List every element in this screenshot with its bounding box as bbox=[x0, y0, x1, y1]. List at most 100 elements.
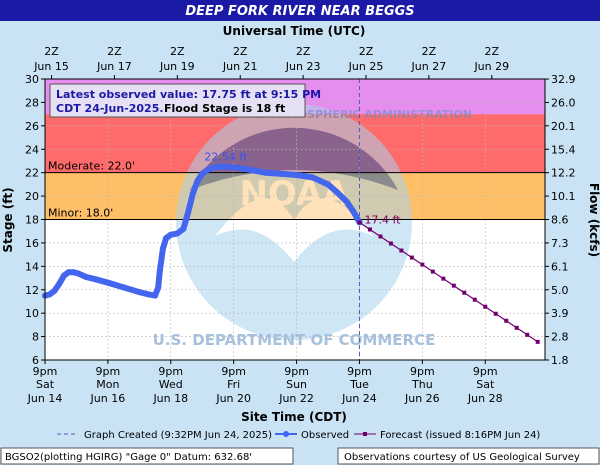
forecast-annotation: 17.4 ft bbox=[364, 214, 401, 227]
top-tick-label-date-6: Jun 27 bbox=[411, 60, 447, 73]
y2-tick-label-8: 2.8 bbox=[551, 331, 569, 344]
x-axis-title: Site Time (CDT) bbox=[241, 410, 347, 424]
x-tick-label-time-1: 9pm bbox=[96, 365, 121, 378]
observed-point-19 bbox=[167, 231, 174, 238]
axes-group: 6 8 10 12 14 16 18 20 22 24 26 28 30 1.8 2.8 3.9 5.0 6.1 7… bbox=[25, 45, 576, 405]
forecast-point-0 bbox=[357, 220, 362, 225]
top-tick-label-z-1: 2Z bbox=[107, 45, 122, 58]
forecast-point-11 bbox=[472, 297, 477, 302]
y-tick-label-10: 10 bbox=[25, 307, 39, 320]
x-tick-label-date-3: Jun 20 bbox=[215, 392, 251, 405]
legend: Graph Created (9:32PM Jun 24, 2025) Obse… bbox=[57, 430, 540, 441]
y-tick-label-16: 16 bbox=[25, 237, 39, 250]
forecast-point-2 bbox=[378, 234, 383, 239]
observed-point-2 bbox=[51, 287, 58, 294]
top-tick-label-z-4: 2Z bbox=[296, 45, 311, 58]
top-tick-label-date-3: Jun 21 bbox=[222, 60, 258, 73]
y-tick-label-6: 6 bbox=[32, 354, 39, 367]
top-tick-label-z-2: 2Z bbox=[170, 45, 185, 58]
y2-tick-label-18: 8.6 bbox=[551, 214, 569, 227]
observed-point-36 bbox=[334, 189, 341, 196]
y-tick-label-30: 30 bbox=[25, 73, 39, 86]
observed-point-29 bbox=[236, 164, 243, 171]
forecast-point-12 bbox=[483, 304, 488, 309]
x-tick-label-day-0: Sat bbox=[36, 378, 55, 391]
legend-observed-label: Observed bbox=[301, 430, 349, 441]
x-tick-label-time-3: 9pm bbox=[221, 365, 246, 378]
footer-right-box bbox=[337, 447, 600, 465]
observed-point-8 bbox=[82, 273, 89, 280]
x-tick-label-date-6: Jun 26 bbox=[404, 392, 440, 405]
observed-point-26 bbox=[205, 166, 212, 173]
observed-point-33 bbox=[293, 172, 300, 179]
info-box bbox=[49, 83, 306, 118]
peak-annotation: 22.54 ft bbox=[204, 150, 248, 163]
y-tick-label-22: 22 bbox=[25, 167, 39, 180]
forecast-point-15 bbox=[514, 325, 519, 330]
x-tick-label-day-4: Sun bbox=[286, 378, 307, 391]
observed-point-13 bbox=[145, 291, 152, 298]
x-tick-label-time-7: 9pm bbox=[473, 365, 498, 378]
observed-point-23 bbox=[189, 190, 196, 197]
top-tick-label-z-6: 2Z bbox=[422, 45, 437, 58]
observed-point-38 bbox=[350, 208, 357, 215]
y2-tick-label-16: 7.3 bbox=[551, 237, 569, 250]
forecast-point-14 bbox=[504, 318, 509, 323]
x-tick-label-date-0: Jun 14 bbox=[27, 392, 63, 405]
x-tick-label-day-3: Fri bbox=[227, 378, 240, 391]
flood-label-0: Minor: 18.0' bbox=[48, 207, 113, 220]
legend-created-label: Graph Created (9:32PM Jun 24, 2025) bbox=[84, 430, 272, 441]
y-tick-label-14: 14 bbox=[25, 260, 39, 273]
observed-point-21 bbox=[180, 225, 187, 232]
observed-point-1 bbox=[46, 291, 53, 298]
forecast-point-10 bbox=[462, 290, 467, 295]
footer-right-text: Observations courtesy of US Geological S… bbox=[344, 452, 580, 463]
legend-forecast-label: Forecast (issued 8:16PM Jun 24) bbox=[380, 430, 540, 441]
y-tick-label-20: 20 bbox=[25, 190, 39, 203]
forecast-point-13 bbox=[493, 311, 498, 316]
x-tick-label-date-4: Jun 22 bbox=[278, 392, 314, 405]
observed-point-30 bbox=[249, 167, 256, 174]
top-tick-label-date-5: Jun 25 bbox=[348, 60, 384, 73]
observed-point-18 bbox=[163, 235, 170, 242]
top-tick-label-date-4: Jun 23 bbox=[285, 60, 321, 73]
annotations-group: 22.54 ft 17.4 ft bbox=[204, 150, 401, 226]
info-box-line2-flood: Flood Stage is 18 ft bbox=[164, 102, 285, 115]
series-group bbox=[42, 163, 540, 344]
x-tick-label-date-7: Jun 28 bbox=[467, 392, 503, 405]
observed-point-6 bbox=[70, 269, 77, 276]
x-tick-label-time-4: 9pm bbox=[284, 365, 309, 378]
y2-tick-label-24: 15.4 bbox=[551, 143, 576, 156]
forecast-point-4 bbox=[399, 248, 404, 253]
y2-tick-label-10: 3.9 bbox=[551, 307, 569, 320]
observed-point-22 bbox=[185, 209, 192, 216]
top-axis-label: Universal Time (UTC) bbox=[223, 24, 366, 38]
watermark-bottom-text: U.S. DEPARTMENT OF COMMERCE bbox=[153, 331, 436, 349]
x-tick-label-time-5: 9pm bbox=[347, 365, 372, 378]
observed-point-12 bbox=[136, 289, 143, 296]
forecast-point-9 bbox=[451, 283, 456, 288]
observed-point-28 bbox=[224, 163, 231, 170]
x-tick-label-day-6: Thu bbox=[411, 378, 433, 391]
observed-point-14 bbox=[152, 292, 159, 299]
top-tick-label-date-7: Jun 29 bbox=[473, 60, 509, 73]
y2-tick-label-30: 32.9 bbox=[551, 73, 576, 86]
watermark-gull-icon bbox=[215, 198, 373, 262]
watermark-center-text: NOAA bbox=[239, 174, 349, 214]
footer-left-text: BGSO2(plotting HGIRG) "Gage 0" Datum: 63… bbox=[5, 452, 252, 463]
forecast-point-3 bbox=[388, 241, 393, 246]
x-tick-label-time-2: 9pm bbox=[158, 365, 183, 378]
y-tick-label-18: 18 bbox=[25, 214, 39, 227]
observed-point-11 bbox=[120, 284, 127, 291]
y2-tick-label-28: 26.0 bbox=[551, 96, 576, 109]
observed-point-3 bbox=[56, 280, 63, 287]
x-tick-label-day-5: Tue bbox=[349, 378, 369, 391]
y2-tick-label-22: 12.2 bbox=[551, 167, 576, 180]
forecast-point-6 bbox=[420, 262, 425, 267]
y2-tick-label-26: 20.1 bbox=[551, 120, 576, 133]
y-tick-label-24: 24 bbox=[25, 143, 39, 156]
top-tick-label-z-5: 2Z bbox=[359, 45, 374, 58]
flood-label-1: Moderate: 22.0' bbox=[48, 160, 135, 173]
observed-point-25 bbox=[199, 170, 206, 177]
